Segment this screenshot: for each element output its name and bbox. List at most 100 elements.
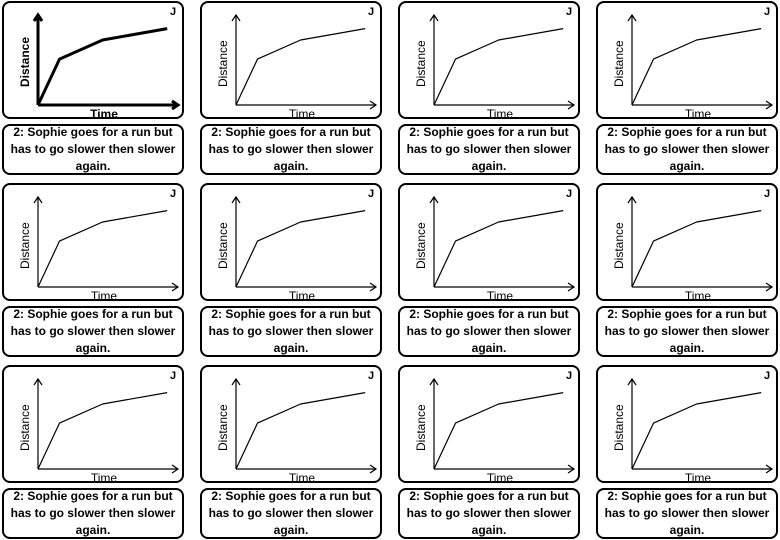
- distance-time-graph: [231, 377, 378, 474]
- x-axis-arrowhead: [171, 464, 180, 474]
- distance-time-graph: [627, 195, 774, 292]
- y-axis-label: Distance: [18, 36, 32, 87]
- scenario-caption: 2: Sophie goes for a run but has to go s…: [596, 488, 778, 539]
- graph-box: Time Distance J: [596, 1, 778, 121]
- corner-mark: J: [368, 6, 375, 18]
- x-axis-label: Time: [684, 471, 712, 485]
- x-axis-label: Time: [288, 289, 316, 303]
- corner-mark: J: [368, 188, 375, 200]
- graph-box: Time Distance J: [398, 1, 580, 121]
- scenario-caption: 2: Sophie goes for a run but has to go s…: [2, 124, 184, 175]
- corner-mark: J: [566, 6, 573, 18]
- distance-time-graph: [429, 377, 576, 474]
- y-axis-arrowhead: [429, 13, 439, 22]
- distance-time-graph: [231, 195, 378, 292]
- corner-mark: J: [764, 6, 771, 18]
- series-line: [37, 392, 168, 470]
- x-axis-arrowhead: [765, 282, 774, 292]
- x-axis-label: Time: [684, 107, 712, 121]
- corner-mark: J: [170, 370, 177, 382]
- scenario-caption: 2: Sophie goes for a run but has to go s…: [200, 488, 382, 539]
- corner-mark: J: [566, 370, 573, 382]
- graph-box: Time Distance J: [2, 183, 184, 303]
- x-axis-arrowhead: [369, 282, 378, 292]
- x-axis-arrowhead: [369, 464, 378, 474]
- series-line: [631, 392, 762, 470]
- y-axis-arrowhead: [231, 377, 241, 386]
- y-axis-arrowhead: [231, 13, 241, 22]
- graph-box: Time Distance J: [2, 365, 184, 485]
- y-axis-arrowhead: [33, 377, 43, 386]
- distance-time-graph: [627, 13, 774, 110]
- x-axis-label: Time: [288, 471, 316, 485]
- x-axis-arrowhead: [369, 100, 378, 110]
- scenario-caption: 2: Sophie goes for a run but has to go s…: [2, 306, 184, 357]
- y-axis-label: Distance: [414, 404, 428, 451]
- corner-mark: J: [566, 188, 573, 200]
- distance-time-graph: [33, 377, 180, 474]
- corner-mark: J: [764, 188, 771, 200]
- x-axis-label: Time: [288, 107, 316, 121]
- y-axis-arrowhead: [627, 13, 637, 22]
- scenario-caption: 2: Sophie goes for a run but has to go s…: [596, 306, 778, 357]
- series-line: [433, 210, 564, 288]
- y-axis-label: Distance: [18, 404, 32, 451]
- y-axis-arrowhead: [33, 195, 43, 204]
- y-axis-arrowhead: [32, 12, 44, 22]
- x-axis-label: Time: [90, 107, 118, 121]
- scenario-caption: 2: Sophie goes for a run but has to go s…: [2, 488, 184, 539]
- series-line: [235, 210, 366, 288]
- scenario-caption: 2: Sophie goes for a run but has to go s…: [398, 306, 580, 357]
- y-axis-arrowhead: [627, 195, 637, 204]
- y-axis-arrowhead: [429, 195, 439, 204]
- y-axis-label: Distance: [612, 404, 626, 451]
- y-axis-label: Distance: [414, 222, 428, 269]
- scenario-caption: 2: Sophie goes for a run but has to go s…: [200, 124, 382, 175]
- graph-box: Time Distance J: [200, 183, 382, 303]
- y-axis-label: Distance: [612, 222, 626, 269]
- graph-box: Time Distance J: [398, 365, 580, 485]
- scenario-caption: 2: Sophie goes for a run but has to go s…: [398, 488, 580, 539]
- x-axis-arrowhead: [567, 282, 576, 292]
- y-axis-arrowhead: [231, 195, 241, 204]
- x-axis-label: Time: [486, 289, 514, 303]
- y-axis-label: Distance: [216, 40, 230, 87]
- corner-mark: J: [170, 188, 177, 200]
- series-line: [235, 392, 366, 470]
- corner-mark: J: [170, 6, 177, 18]
- graph-box: Time Distance J: [398, 183, 580, 303]
- graph-box: Time Distance J: [200, 1, 382, 121]
- scenario-caption: 2: Sophie goes for a run but has to go s…: [596, 124, 778, 175]
- x-axis-label: Time: [90, 471, 118, 485]
- y-axis-label: Distance: [612, 40, 626, 87]
- x-axis-arrowhead: [567, 464, 576, 474]
- series-line: [235, 28, 366, 106]
- y-axis-label: Distance: [216, 222, 230, 269]
- graph-box: Time Distance J: [596, 365, 778, 485]
- series-line: [631, 28, 762, 106]
- x-axis-label: Time: [486, 107, 514, 121]
- series-line: [631, 210, 762, 288]
- y-axis-arrowhead: [627, 377, 637, 386]
- graph-box: Time Distance J: [596, 183, 778, 303]
- x-axis-arrowhead: [567, 100, 576, 110]
- scenario-caption: 2: Sophie goes for a run but has to go s…: [398, 124, 580, 175]
- distance-time-graph: [429, 195, 576, 292]
- series-line: [37, 210, 168, 288]
- scenario-caption: 2: Sophie goes for a run but has to go s…: [200, 306, 382, 357]
- distance-time-graph: [627, 377, 774, 474]
- series-line: [433, 28, 564, 106]
- distance-time-graph: [231, 13, 378, 110]
- series-line: [433, 392, 564, 470]
- corner-mark: J: [764, 370, 771, 382]
- x-axis-label: Time: [486, 471, 514, 485]
- x-axis-label: Time: [90, 289, 118, 303]
- x-axis-arrowhead: [171, 99, 181, 111]
- distance-time-graph: [32, 12, 181, 111]
- series-line: [36, 27, 168, 106]
- distance-time-graph: [33, 195, 180, 292]
- x-axis-arrowhead: [171, 282, 180, 292]
- y-axis-label: Distance: [414, 40, 428, 87]
- x-axis-label: Time: [684, 289, 712, 303]
- y-axis-arrowhead: [429, 377, 439, 386]
